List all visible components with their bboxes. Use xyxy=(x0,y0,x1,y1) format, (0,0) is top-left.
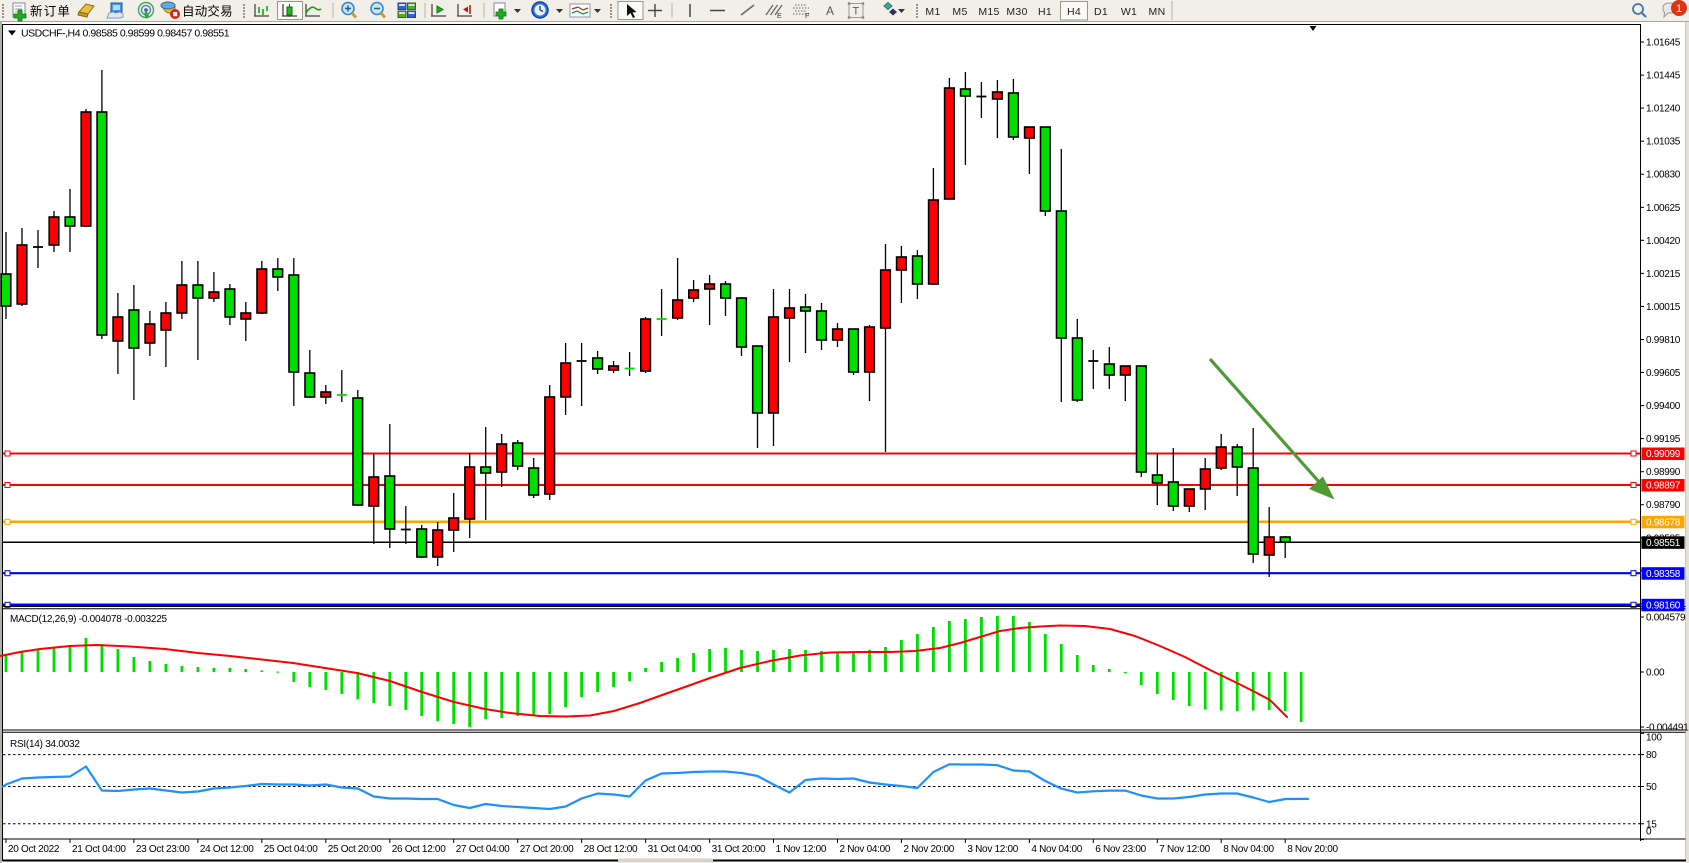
svg-text:M1: M1 xyxy=(925,6,940,18)
svg-text:27 Oct 20:00: 27 Oct 20:00 xyxy=(520,844,574,855)
svg-text:D1: D1 xyxy=(1094,6,1108,18)
svg-text:0.98678: 0.98678 xyxy=(1646,518,1681,529)
svg-text:1.01445: 1.01445 xyxy=(1646,71,1681,82)
svg-text:7 Nov 12:00: 7 Nov 12:00 xyxy=(1159,844,1210,855)
svg-text:0: 0 xyxy=(1646,827,1652,838)
svg-text:80: 80 xyxy=(1646,750,1657,761)
svg-text:28 Oct 12:00: 28 Oct 12:00 xyxy=(584,844,638,855)
svg-text:0.004579: 0.004579 xyxy=(1646,613,1686,624)
svg-text:MACD(12,26,9) -0.004078 -0.003: MACD(12,26,9) -0.004078 -0.003225 xyxy=(10,614,168,625)
svg-text:0.98790: 0.98790 xyxy=(1646,500,1681,511)
svg-text:1.01240: 1.01240 xyxy=(1646,104,1681,115)
svg-text:31 Oct 04:00: 31 Oct 04:00 xyxy=(648,844,702,855)
svg-text:0.98897: 0.98897 xyxy=(1646,481,1681,492)
svg-text:26 Oct 12:00: 26 Oct 12:00 xyxy=(392,844,446,855)
svg-text:1.00625: 1.00625 xyxy=(1646,203,1681,214)
svg-text:4 Nov 04:00: 4 Nov 04:00 xyxy=(1031,844,1082,855)
svg-text:6 Nov 23:00: 6 Nov 23:00 xyxy=(1095,844,1146,855)
svg-text:0.99810: 0.99810 xyxy=(1646,335,1681,346)
svg-text:F: F xyxy=(805,13,809,20)
svg-text:A: A xyxy=(826,4,834,18)
svg-text:M15: M15 xyxy=(978,6,999,18)
svg-text:M5: M5 xyxy=(952,6,967,18)
svg-text:3 Nov 12:00: 3 Nov 12:00 xyxy=(967,844,1018,855)
svg-text:H4: H4 xyxy=(1067,6,1081,18)
svg-text:15: 15 xyxy=(1646,819,1657,830)
svg-text:1 Nov 12:00: 1 Nov 12:00 xyxy=(776,844,827,855)
svg-text:1.00015: 1.00015 xyxy=(1646,302,1681,313)
svg-text:21 Oct 04:00: 21 Oct 04:00 xyxy=(72,844,126,855)
svg-text:新订单: 新订单 xyxy=(30,4,71,19)
svg-text:USDCHF-,H4 0.98585 0.98599 0.: USDCHF-,H4 0.98585 0.98599 0.98457 0.985… xyxy=(21,28,230,40)
svg-text:24 Oct 12:00: 24 Oct 12:00 xyxy=(200,844,254,855)
svg-text:1.01035: 1.01035 xyxy=(1646,137,1681,148)
svg-text:2 Nov 20:00: 2 Nov 20:00 xyxy=(903,844,954,855)
svg-text:50: 50 xyxy=(1646,782,1657,793)
svg-text:1.01645: 1.01645 xyxy=(1646,38,1681,49)
svg-text:0.00: 0.00 xyxy=(1646,668,1665,679)
svg-text:0.99400: 0.99400 xyxy=(1646,401,1681,412)
svg-text:0.98160: 0.98160 xyxy=(1646,601,1681,612)
svg-text:自动交易: 自动交易 xyxy=(182,4,233,19)
svg-text:25 Oct 04:00: 25 Oct 04:00 xyxy=(264,844,318,855)
svg-text:T: T xyxy=(853,6,860,18)
svg-text:M30: M30 xyxy=(1006,6,1027,18)
svg-text:1: 1 xyxy=(1676,3,1682,15)
svg-text:20 Oct 2022: 20 Oct 2022 xyxy=(8,844,60,855)
svg-text:W1: W1 xyxy=(1121,6,1137,18)
svg-text:MN: MN xyxy=(1149,6,1166,18)
svg-text:0.99195: 0.99195 xyxy=(1646,434,1681,445)
svg-text:8 Nov 20:00: 8 Nov 20:00 xyxy=(1287,844,1338,855)
svg-text:0.99605: 0.99605 xyxy=(1646,368,1681,379)
svg-text:25 Oct 20:00: 25 Oct 20:00 xyxy=(328,844,382,855)
svg-text:0.99099: 0.99099 xyxy=(1646,449,1681,460)
svg-text:8 Nov 04:00: 8 Nov 04:00 xyxy=(1223,844,1274,855)
svg-text:1.00830: 1.00830 xyxy=(1646,170,1681,181)
svg-text:0.98990: 0.98990 xyxy=(1646,467,1681,478)
svg-text:31 Oct 20:00: 31 Oct 20:00 xyxy=(712,844,766,855)
svg-text:-0.004491: -0.004491 xyxy=(1646,723,1689,734)
svg-text:2 Nov 04:00: 2 Nov 04:00 xyxy=(840,844,891,855)
svg-text:100: 100 xyxy=(1646,733,1663,744)
svg-text:H1: H1 xyxy=(1038,6,1052,18)
svg-text:0.98551: 0.98551 xyxy=(1646,538,1681,549)
svg-text:E: E xyxy=(777,13,782,20)
svg-text:27 Oct 04:00: 27 Oct 04:00 xyxy=(456,844,510,855)
svg-text:0.98358: 0.98358 xyxy=(1646,569,1681,580)
svg-text:1.00420: 1.00420 xyxy=(1646,236,1681,247)
svg-text:23 Oct 23:00: 23 Oct 23:00 xyxy=(136,844,190,855)
svg-text:1.00215: 1.00215 xyxy=(1646,269,1681,280)
svg-text:RSI(14) 34.0032: RSI(14) 34.0032 xyxy=(10,739,80,750)
